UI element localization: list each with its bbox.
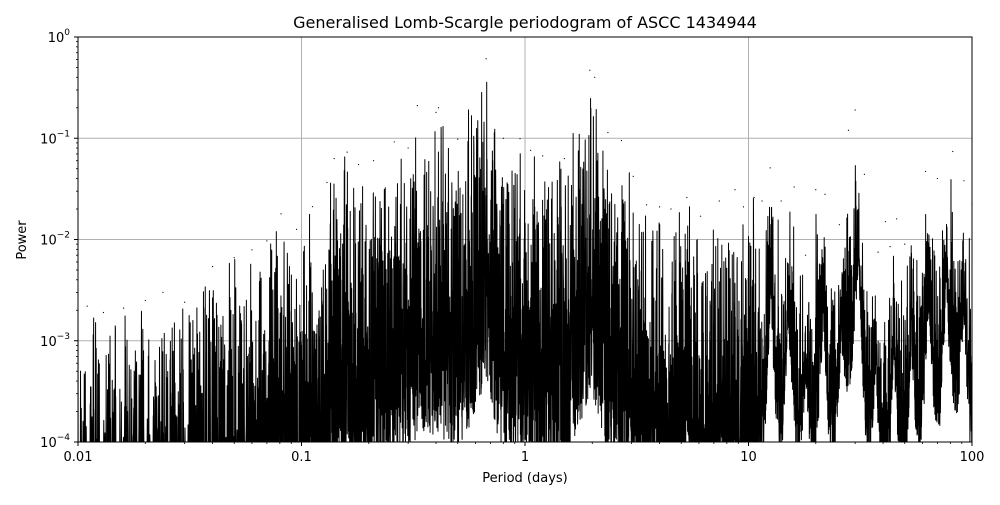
y-tick-base: 10 <box>40 436 57 451</box>
series-point <box>699 215 702 217</box>
series-point <box>333 157 335 160</box>
y-axis-label: Power <box>15 220 30 260</box>
series-point <box>847 129 850 131</box>
series-point <box>734 189 736 191</box>
series-point <box>542 155 544 157</box>
series-point <box>607 131 609 134</box>
series-point <box>594 76 596 78</box>
series-point <box>780 200 782 202</box>
x-tick-label: 100 <box>960 450 985 465</box>
series-point <box>904 243 906 245</box>
x-tick-label: 0.1 <box>291 450 312 465</box>
x-axis-label: Period (days) <box>482 471 568 486</box>
series-point <box>863 173 865 175</box>
series-point <box>645 204 648 206</box>
series-point <box>485 58 487 60</box>
series-point <box>437 107 440 109</box>
series-point <box>435 111 437 114</box>
series-point <box>457 138 459 140</box>
series-point <box>963 180 965 182</box>
series-point <box>416 105 418 107</box>
x-tick-label: 0.01 <box>64 450 93 465</box>
series-point <box>658 206 661 208</box>
series-point <box>769 167 771 169</box>
series-point <box>563 157 565 160</box>
series-point <box>144 299 146 302</box>
y-tick-label: 10−2 <box>40 231 70 249</box>
series-point <box>824 193 826 195</box>
series-point <box>877 251 879 253</box>
series-point <box>519 138 521 140</box>
series-point <box>102 311 105 314</box>
series-point <box>889 246 891 248</box>
series-point <box>502 137 504 139</box>
y-tick-exponent: −3 <box>57 332 70 342</box>
x-tick-label: 1 <box>521 450 529 465</box>
series-point <box>530 149 532 151</box>
series-point <box>326 181 328 184</box>
series-point <box>266 240 268 242</box>
series-point <box>372 160 375 162</box>
series-point <box>295 228 298 230</box>
y-tick-base: 10 <box>40 234 57 249</box>
series-point <box>854 109 856 111</box>
series-point <box>357 163 360 166</box>
series-point <box>804 254 807 256</box>
x-tick-label: 10 <box>740 450 757 465</box>
y-tick-label: 10−4 <box>40 433 70 451</box>
series-point <box>280 213 282 215</box>
series-point <box>753 196 755 199</box>
y-tick-label: 10−3 <box>40 332 70 350</box>
series-point <box>793 186 795 188</box>
y-tick-label: 10−1 <box>40 129 70 147</box>
series-point <box>742 206 745 208</box>
series-point <box>718 200 720 202</box>
x-axis-ticks: 0.01 0.1 1 10 100 <box>64 442 985 465</box>
y-tick-base: 10 <box>40 132 57 147</box>
y-tick-label: 100 <box>48 28 71 46</box>
series-point <box>233 257 235 259</box>
series-point <box>86 305 88 307</box>
y-tick-exponent: −4 <box>57 433 71 443</box>
series-point <box>311 206 314 208</box>
series-point <box>686 196 688 199</box>
series-point <box>346 151 348 153</box>
y-tick-exponent: −2 <box>57 231 70 241</box>
y-tick-exponent: −1 <box>57 129 70 139</box>
series-point <box>884 221 887 223</box>
series-point <box>407 147 409 149</box>
y-tick-exponent: 0 <box>64 28 70 38</box>
series-point <box>620 139 623 142</box>
series-point <box>761 200 763 202</box>
series-point <box>815 189 817 191</box>
series-point <box>184 301 186 303</box>
series-point <box>838 224 840 226</box>
series-point <box>952 150 954 153</box>
series-point <box>393 141 395 143</box>
series-point <box>211 265 214 268</box>
series-point <box>896 218 898 220</box>
series-point <box>589 69 591 71</box>
series-point <box>924 170 927 173</box>
series-point <box>670 208 672 210</box>
y-tick-base: 10 <box>40 335 57 350</box>
y-tick-base: 10 <box>48 31 65 46</box>
series-point <box>632 175 634 177</box>
series-point <box>251 249 253 251</box>
chart-title: Generalised Lomb-Scargle periodogram of … <box>293 13 757 32</box>
series-point <box>123 307 125 309</box>
series-point <box>162 291 164 294</box>
series-point <box>936 177 938 180</box>
